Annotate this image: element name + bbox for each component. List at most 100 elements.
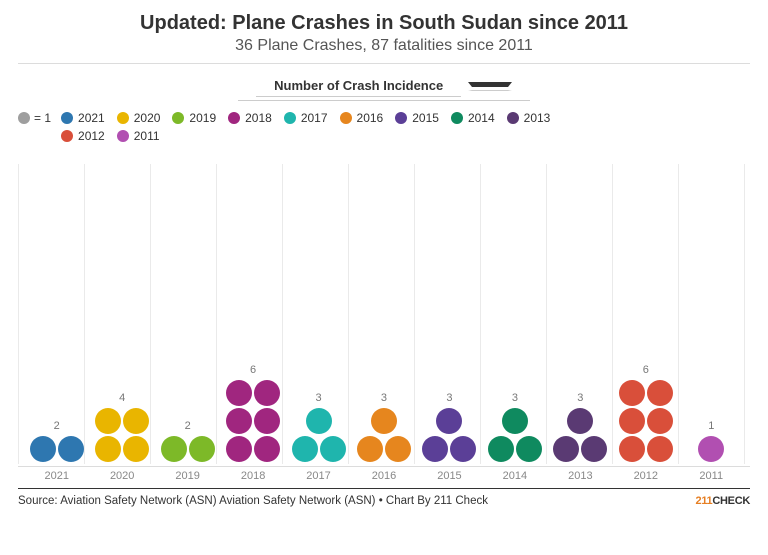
chart-column: 3	[482, 392, 547, 464]
value-label: 4	[119, 392, 125, 404]
legend-item: 2019	[172, 111, 216, 125]
x-tick-label: 2018	[220, 467, 285, 486]
brand-logo: 211CHECK	[696, 495, 750, 507]
chart-column: 3	[417, 392, 482, 464]
legend-swatch	[61, 112, 73, 124]
unit-dot	[647, 408, 673, 434]
footer: Source: Aviation Safety Network (ASN) Av…	[18, 488, 750, 507]
x-tick-label: 2012	[613, 467, 678, 486]
legend-item: 2021	[61, 111, 105, 125]
legend-item: 2015	[395, 111, 439, 125]
legend-swatch	[507, 112, 519, 124]
legend-swatch	[61, 130, 73, 142]
dot-stack	[552, 408, 608, 462]
unit-dot	[698, 436, 724, 462]
dot-stack	[225, 380, 281, 462]
dot-stack	[683, 436, 739, 462]
unit-dot	[189, 436, 215, 462]
legend-swatch	[117, 112, 129, 124]
legend-label: 2021	[78, 111, 105, 125]
legend-label: 2019	[189, 111, 216, 125]
chart-title: Updated: Plane Crashes in South Sudan si…	[18, 12, 750, 35]
legend-item: 2014	[451, 111, 495, 125]
unit-dot	[619, 436, 645, 462]
x-tick-label: 2015	[417, 467, 482, 486]
x-tick-label: 2017	[286, 467, 351, 486]
unit-dot	[226, 436, 252, 462]
unit-dot	[95, 436, 121, 462]
unit-dot	[254, 436, 280, 462]
legend-label: 2013	[524, 111, 551, 125]
unit-dot	[450, 436, 476, 462]
brand-prefix: 211	[696, 495, 713, 507]
dot-stack	[291, 408, 347, 462]
unit-dot	[161, 436, 187, 462]
legend-unit-text: = 1	[34, 111, 51, 125]
legend-label: 2011	[134, 129, 160, 143]
value-label: 6	[643, 364, 649, 376]
unit-dot	[357, 436, 383, 462]
legend-swatch	[284, 112, 296, 124]
x-tick-label: 2021	[24, 467, 89, 486]
unit-dot	[123, 436, 149, 462]
legend-label: 2014	[468, 111, 495, 125]
legend-swatch	[340, 112, 352, 124]
x-tick-label: 2020	[89, 467, 154, 486]
unit-dot	[647, 380, 673, 406]
axis-label-text: Number of Crash Incidence	[256, 78, 461, 97]
x-tick-label: 2016	[351, 467, 416, 486]
legend-item: 2018	[228, 111, 272, 125]
legend-swatch	[228, 112, 240, 124]
value-label: 2	[54, 420, 60, 432]
unit-dot	[95, 408, 121, 434]
legend-label: 2018	[245, 111, 272, 125]
legend-swatch	[117, 130, 129, 142]
chart-column: 2	[24, 420, 89, 464]
value-label: 6	[250, 364, 256, 376]
unit-dot	[226, 408, 252, 434]
chart-column: 3	[548, 392, 613, 464]
legend-item: 2017	[284, 111, 328, 125]
dot-stack	[160, 436, 216, 462]
legend-item: 2016	[340, 111, 384, 125]
unit-dot	[385, 436, 411, 462]
chart-column: 3	[286, 392, 351, 464]
legend-swatch	[451, 112, 463, 124]
chevron-down-icon	[468, 82, 512, 91]
legend-label: 2020	[134, 111, 161, 125]
unit-dot	[581, 436, 607, 462]
legend-label: 2017	[301, 111, 328, 125]
unit-dot	[502, 408, 528, 434]
legend-swatch	[172, 112, 184, 124]
dot-stack	[487, 408, 543, 462]
chart-column: 6	[613, 364, 678, 464]
x-tick-label: 2014	[482, 467, 547, 486]
legend-swatch	[395, 112, 407, 124]
dot-stack	[356, 408, 412, 462]
chart-column: 2	[155, 420, 220, 464]
chart-container: Updated: Plane Crashes in South Sudan si…	[0, 0, 768, 515]
divider	[18, 63, 750, 64]
unit-dot	[254, 408, 280, 434]
unit-dot	[422, 436, 448, 462]
dot-stack	[29, 436, 85, 462]
dot-stack	[421, 408, 477, 462]
value-label: 3	[315, 392, 321, 404]
legend-label: 2012	[78, 129, 105, 143]
x-tick-label: 2019	[155, 467, 220, 486]
x-tick-label: 2011	[679, 467, 744, 486]
unit-dot	[320, 436, 346, 462]
chart-column: 6	[220, 364, 285, 464]
source-text: Source: Aviation Safety Network (ASN) Av…	[18, 495, 488, 507]
value-label: 1	[708, 420, 714, 432]
legend-item: 2012	[61, 129, 105, 143]
legend-item: 2020	[117, 111, 161, 125]
legend-item: 2011	[117, 129, 160, 143]
value-label: 3	[512, 392, 518, 404]
unit-dot	[619, 380, 645, 406]
unit-dot	[123, 408, 149, 434]
dot-stack	[618, 380, 674, 462]
dot-stack	[94, 408, 150, 462]
legend-label: 2016	[357, 111, 384, 125]
x-axis: 2021202020192018201720162015201420132012…	[18, 466, 750, 486]
